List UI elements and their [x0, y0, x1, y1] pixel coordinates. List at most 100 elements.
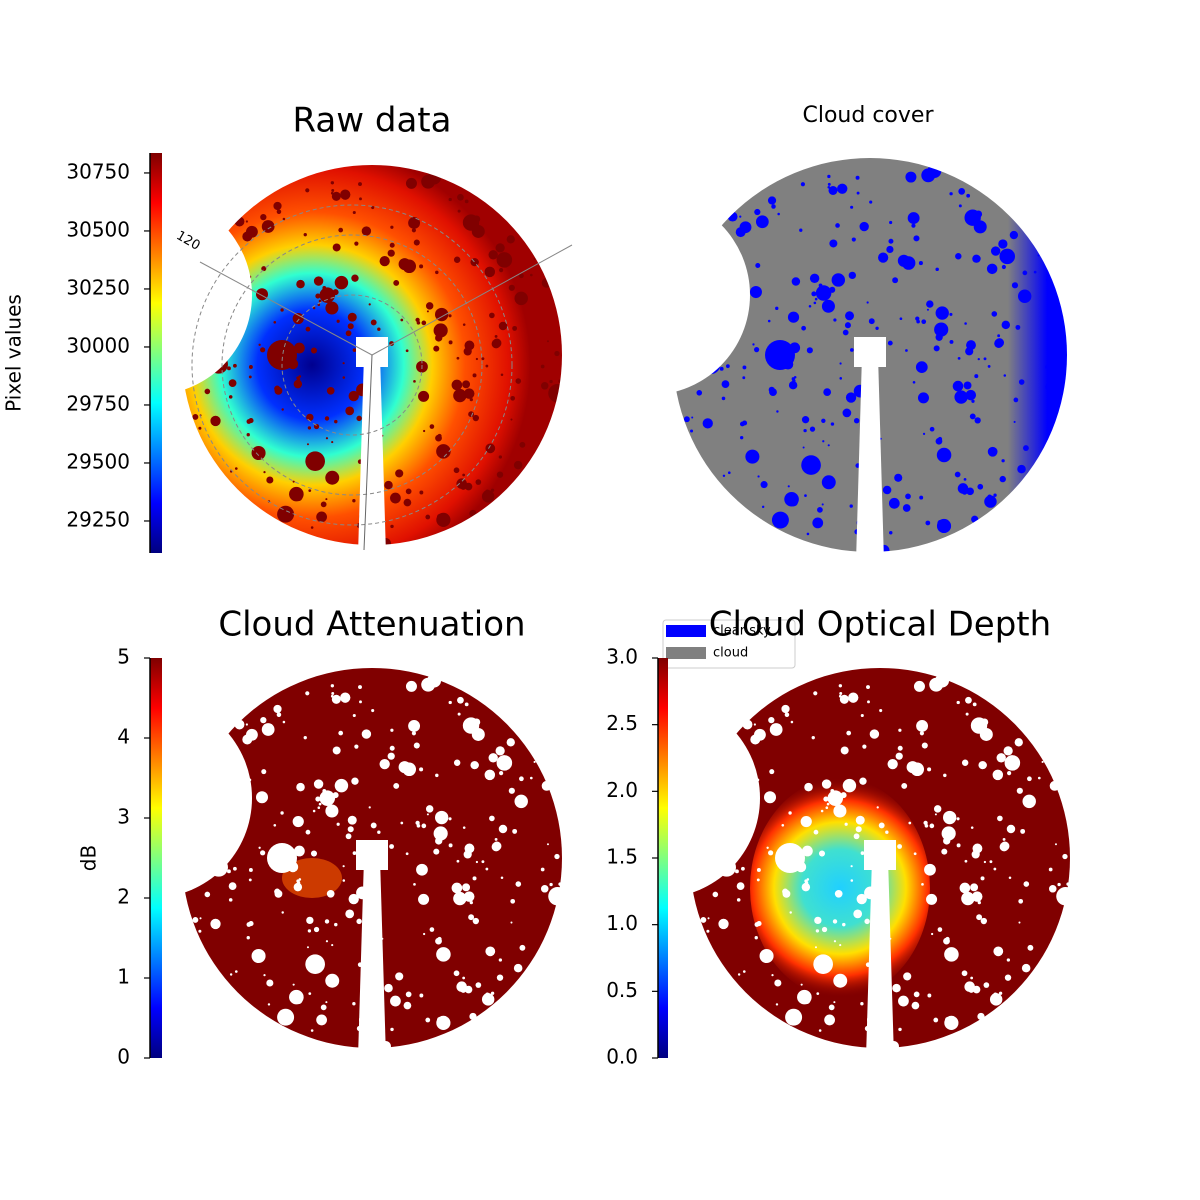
- cloud-gap: [929, 824, 934, 829]
- cloud-gap: [935, 268, 938, 271]
- cloud-gap: [249, 868, 253, 872]
- cloud-gap: [989, 860, 992, 863]
- cloud-gap: [516, 881, 522, 887]
- colorbar-tick-label: 30000: [66, 333, 130, 357]
- cloud-gap: [308, 929, 311, 932]
- cloud-gap: [469, 510, 476, 517]
- cloud-gap: [375, 356, 380, 361]
- cloud-gap: [316, 512, 327, 523]
- cloud-gap: [943, 811, 956, 824]
- cloud-gap: [334, 923, 337, 926]
- cloud-gap: [321, 501, 327, 507]
- cloud-gap: [510, 396, 515, 401]
- cloud-gap: [815, 946, 817, 948]
- cloud-gap: [348, 816, 357, 825]
- cloud-gap: [454, 970, 460, 976]
- cloud-gap: [829, 239, 837, 247]
- cloud-gap: [826, 806, 829, 809]
- cloud-gap: [1019, 379, 1025, 385]
- cloud-gap: [840, 695, 849, 704]
- cloud-gap: [359, 700, 362, 703]
- cloud-gap: [390, 226, 393, 229]
- cloud-gap: [482, 490, 494, 502]
- cloud-gap: [1056, 887, 1074, 905]
- cloud-gap: [343, 376, 346, 379]
- cloud-gap: [892, 277, 898, 283]
- cloud-gap: [785, 1009, 802, 1026]
- cloud-gap: [997, 334, 1000, 337]
- cloud-gap: [215, 798, 224, 807]
- cloud-gap: [433, 849, 439, 855]
- cloud-gap: [888, 759, 898, 769]
- cloud-gap: [1057, 883, 1060, 886]
- cloud-gap: [927, 994, 931, 998]
- cloud-gap: [293, 984, 295, 986]
- cloud-gap: [860, 1002, 863, 1005]
- cloud-gap: [277, 210, 282, 215]
- cloud-gap: [1015, 325, 1020, 330]
- cloud-gap: [289, 990, 304, 1005]
- cloud-gap: [296, 783, 304, 791]
- cloud-gap: [187, 341, 191, 345]
- cloud-gap: [1023, 270, 1028, 275]
- cloud-gap: [408, 720, 420, 732]
- cloud-gap: [369, 303, 371, 305]
- cloud-gap: [737, 277, 739, 279]
- cloud-gap: [1045, 383, 1052, 390]
- cloud-gap: [799, 229, 802, 232]
- cloud-gap: [757, 475, 759, 477]
- cloud-gap: [496, 243, 505, 252]
- cloud-gap: [958, 188, 965, 195]
- cloud-gap: [828, 183, 831, 186]
- cloud-gap: [771, 974, 773, 976]
- cloud-gap: [413, 883, 416, 886]
- cloud-gap: [883, 859, 888, 864]
- cloud-gap: [369, 968, 382, 981]
- cloud-gap: [785, 713, 790, 718]
- cloud-gap: [803, 429, 806, 432]
- cloud-gap: [706, 930, 709, 933]
- cloud-gap: [343, 362, 345, 364]
- cloud-gap: [857, 519, 866, 528]
- cloud-gap: [293, 816, 304, 827]
- cloud-gap: [406, 681, 417, 692]
- cloud-gap: [263, 974, 265, 976]
- cloud-gap: [841, 746, 849, 754]
- cloud-gap: [843, 330, 849, 336]
- cloud-gap: [311, 850, 317, 856]
- cloud-gap: [743, 720, 753, 730]
- cloud-gap: [406, 489, 412, 495]
- legend-swatch: [666, 647, 706, 659]
- cloud-gap: [492, 339, 501, 348]
- cloud-gap: [976, 914, 982, 920]
- cloud-gap: [449, 843, 453, 847]
- cloud-gap: [781, 705, 789, 713]
- cloud-gap: [514, 461, 523, 470]
- cloud-gap: [854, 529, 859, 534]
- cloud-gap: [723, 475, 725, 477]
- cloud-gap: [914, 992, 920, 998]
- cloud-gap: [501, 876, 504, 879]
- cloud-gap: [839, 684, 842, 687]
- cloud-gap: [854, 833, 860, 839]
- cloud-gap: [352, 499, 355, 502]
- cloud-gap: [465, 703, 469, 707]
- cloud-gap: [1000, 842, 1009, 851]
- cloud-gap: [792, 277, 800, 285]
- legend-swatch: [666, 625, 706, 637]
- cloud-gap: [359, 197, 362, 200]
- cloud-gap: [776, 410, 778, 412]
- cloud-gap: [742, 273, 745, 276]
- cloud-gap: [435, 435, 442, 442]
- cloud-gap: [737, 882, 745, 890]
- cloud-gap: [961, 892, 974, 905]
- cloud-gap: [215, 295, 224, 304]
- cloud-gap: [827, 803, 830, 806]
- cloud-gap: [283, 218, 286, 221]
- cloud-gap: [262, 220, 275, 233]
- cloud-gap: [926, 894, 937, 905]
- cloud-gap: [1017, 788, 1023, 794]
- cloud-gap: [1007, 771, 1011, 775]
- cloud-gap: [549, 883, 552, 886]
- cloud-gap: [979, 761, 987, 769]
